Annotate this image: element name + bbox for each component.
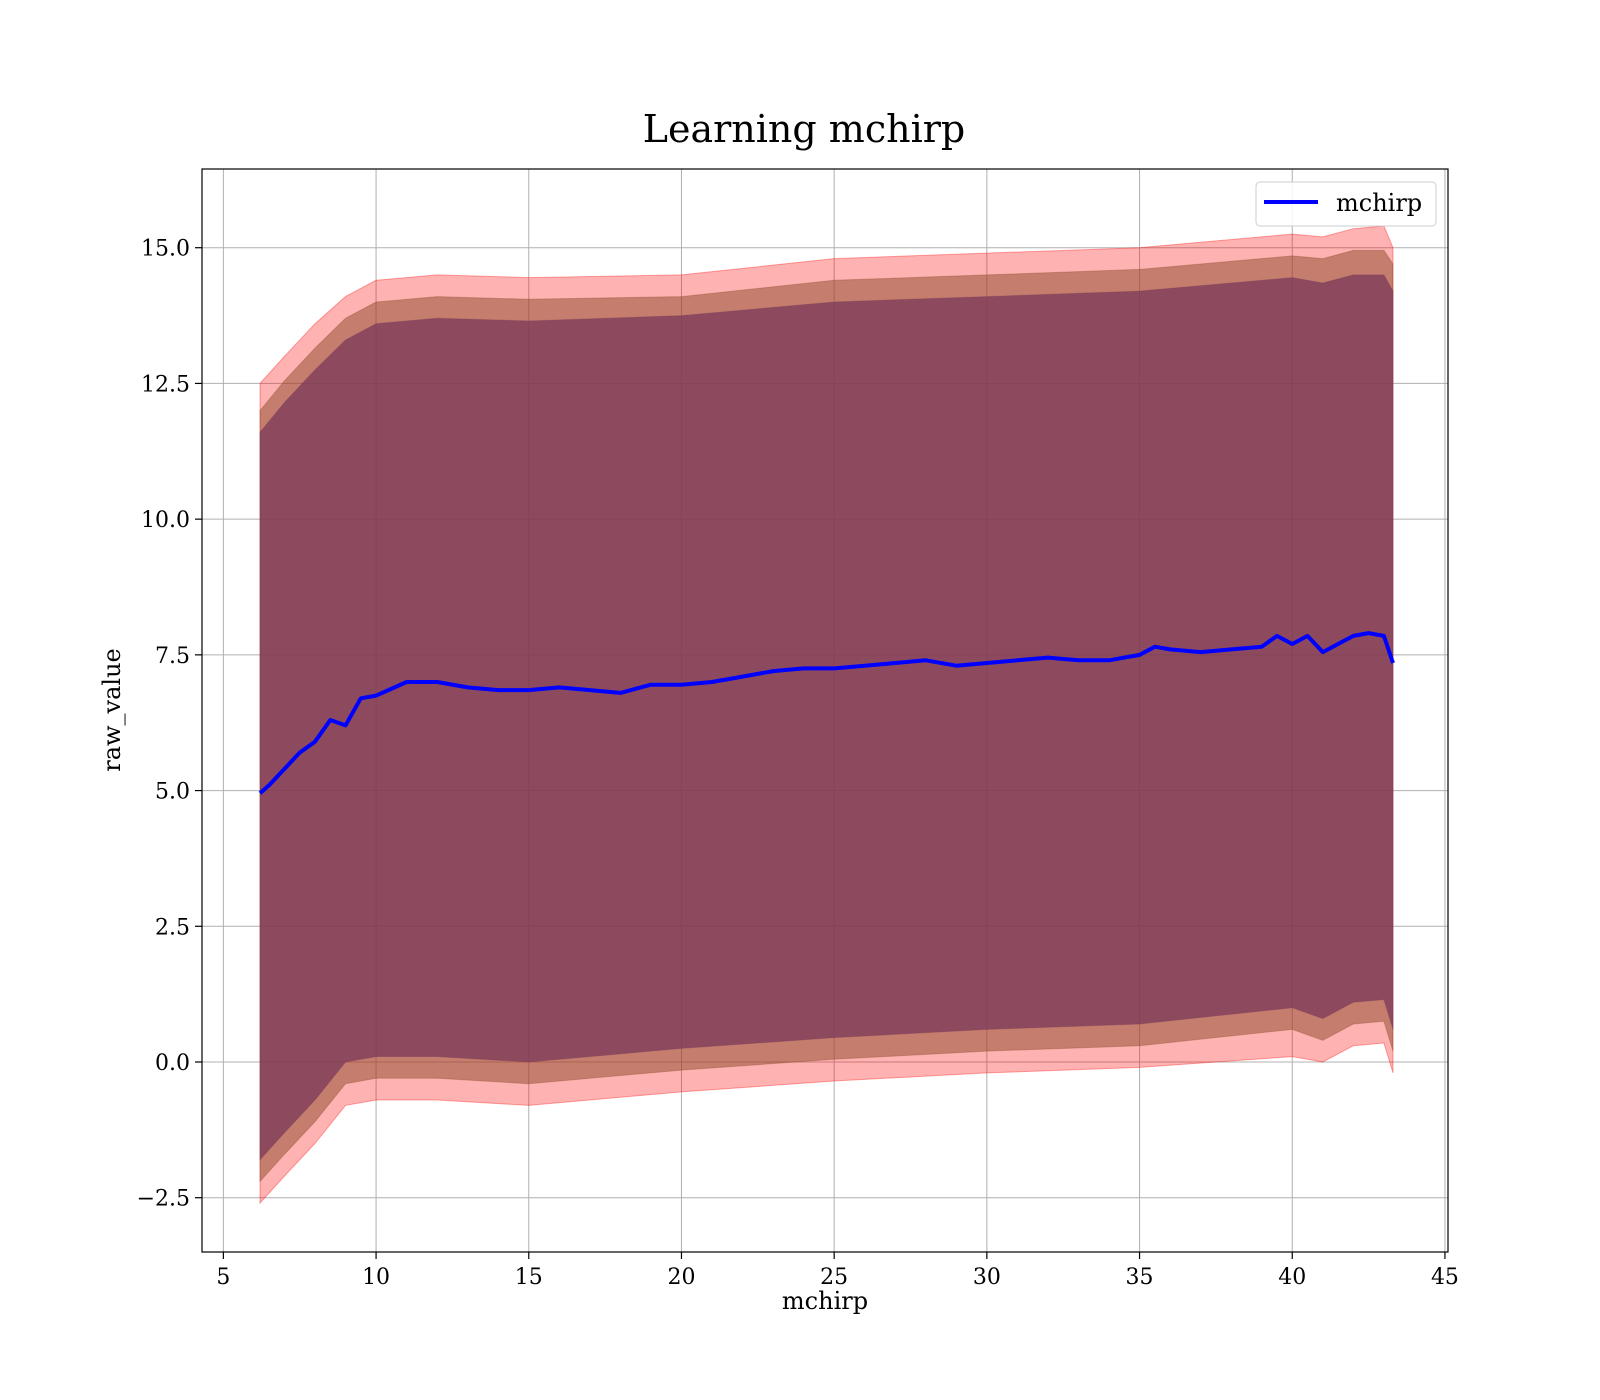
series-line-mchirp xyxy=(258,631,1395,795)
chart-title: Learning mchirp xyxy=(643,107,965,151)
y-tick-label: 15.0 xyxy=(141,237,190,262)
x-tick-label: 35 xyxy=(1126,1265,1154,1290)
y-tick-label: 10.0 xyxy=(141,508,190,533)
line-layer xyxy=(258,631,1395,795)
x-tick-label: 25 xyxy=(820,1265,848,1290)
y-tick-label: 12.5 xyxy=(141,372,190,397)
x-axis-ticks: 5 10 15 20 25 30 35 40 45 xyxy=(216,1252,1459,1290)
y-axis-label: raw_value xyxy=(98,648,126,772)
x-tick-label: 30 xyxy=(973,1265,1001,1290)
x-tick-label: 45 xyxy=(1431,1265,1459,1290)
legend: mchirp xyxy=(1255,181,1437,227)
band-3 xyxy=(259,274,1394,1161)
legend-label-mchirp: mchirp xyxy=(1336,189,1422,217)
x-tick-label: 20 xyxy=(667,1265,695,1290)
plot-frame xyxy=(201,168,1449,1253)
y-tick-label: −2.5 xyxy=(137,1187,190,1212)
legend-box xyxy=(1255,181,1437,227)
y-tick-label: 5.0 xyxy=(155,780,190,805)
x-tick-label: 10 xyxy=(362,1265,390,1290)
y-axis-ticks: −2.5 0.0 2.5 5.0 7.5 10.0 12.5 15.0 xyxy=(137,237,202,1212)
x-tick-label: 15 xyxy=(515,1265,543,1290)
band-layer xyxy=(259,225,1394,1205)
x-tick-label: 5 xyxy=(216,1265,230,1290)
x-axis-label: mchirp xyxy=(782,1287,868,1315)
y-tick-label: 2.5 xyxy=(155,915,190,940)
y-tick-label: 0.0 xyxy=(155,1051,190,1076)
y-tick-label: 7.5 xyxy=(155,644,190,669)
x-tick-label: 40 xyxy=(1278,1265,1306,1290)
